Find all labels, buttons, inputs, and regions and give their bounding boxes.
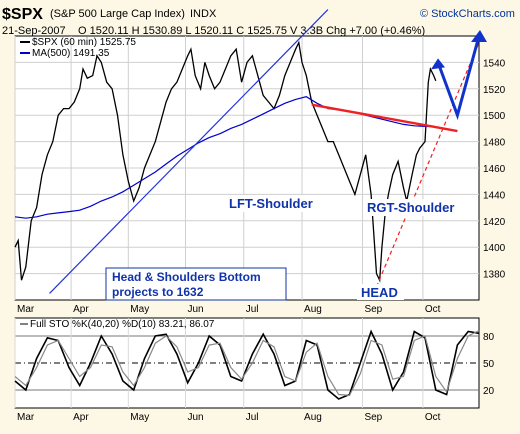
price-y-tick: 1540 — [483, 58, 506, 69]
projection-note-line1: Head & Shoulders Bottom — [112, 270, 261, 284]
sto-x-tick: Jul — [246, 412, 259, 423]
arrow-head-right — [471, 30, 487, 42]
sto-d-line — [14, 330, 480, 397]
brand-watermark: © StockCharts.com — [420, 8, 515, 20]
price-y-tick: 1380 — [483, 270, 506, 281]
projection-note-box — [105, 267, 287, 301]
projection-note-line2: projects to 1632 — [112, 285, 204, 299]
price-y-axis: 1380 1400 1420 1440 1460 1480 1500 1520 1540 — [483, 58, 506, 280]
arrow-head-left — [430, 58, 445, 70]
symbol: $SPX — [2, 6, 43, 23]
rgt-shoulder-box — [364, 199, 461, 216]
price-x-tick: Sep — [364, 304, 382, 315]
sto-x-tick: Sep — [364, 412, 382, 423]
price-y-tick: 1520 — [483, 85, 506, 96]
price-x-tick: May — [130, 304, 149, 315]
sto-k-line — [14, 329, 480, 400]
sto-y-tick: 50 — [483, 359, 495, 370]
lft-shoulder-box — [226, 195, 319, 212]
price-x-tick: Jun — [187, 304, 203, 315]
price-y-tick: 1460 — [483, 164, 506, 175]
ohlc-readout: O 1520.11 H 1530.89 L 1520.11 C 1525.75 … — [78, 25, 425, 37]
rgt-shoulder-label: RGT-Shoulder — [367, 200, 454, 215]
price-line — [14, 40, 437, 283]
price-x-tick: Aug — [304, 304, 322, 315]
price-x-tick: Mar — [17, 304, 35, 315]
legend-ma: MA(500) 1491.35 — [32, 48, 110, 59]
support-dashed-line — [375, 42, 480, 288]
price-x-tick: Apr — [73, 304, 89, 315]
sto-y-tick: 20 — [483, 386, 495, 397]
sto-series — [14, 329, 480, 400]
price-x-axis: Mar Apr May Jun Jul Aug Sep Oct — [17, 304, 441, 315]
sto-x-tick: Oct — [425, 412, 441, 423]
neckline — [311, 103, 458, 133]
sto-y-tick: 80 — [483, 332, 495, 343]
sto-x-tick: May — [130, 412, 149, 423]
price-y-tick: 1500 — [483, 111, 506, 122]
sto-legend: Full STO %K(40,20) %D(10) 83.21, 86.07 — [30, 319, 215, 330]
sto-x-tick: Mar — [17, 412, 35, 423]
projection-arrow — [436, 35, 481, 121]
price-y-tick: 1440 — [483, 190, 506, 201]
sto-x-tick: Apr — [73, 412, 89, 423]
sto-x-tick: Aug — [304, 412, 322, 423]
price-overlays — [49, 9, 487, 294]
legend-price: $SPX (60 min) 1525.75 — [32, 37, 136, 48]
price-x-tick: Jul — [246, 304, 259, 315]
uptrend-line — [49, 9, 329, 294]
price-y-tick: 1400 — [483, 243, 506, 254]
symbol-name: (S&P 500 Large Cap Index) — [50, 8, 185, 20]
head-box — [357, 284, 404, 300]
sto-grid — [14, 318, 479, 408]
price-x-tick: Oct — [425, 304, 441, 315]
date: 21-Sep-2007 — [2, 25, 66, 37]
sto-y-axis: 20 50 80 — [483, 332, 495, 397]
price-y-tick: 1480 — [483, 138, 506, 149]
sto-x-axis: Mar Apr May Jun Jul Aug Sep Oct — [17, 412, 441, 423]
lft-shoulder-label: LFT-Shoulder — [229, 196, 313, 211]
price-y-tick: 1420 — [483, 217, 506, 228]
head-label: HEAD — [361, 285, 398, 300]
sto-x-tick: Jun — [187, 412, 203, 423]
exchange: INDX — [190, 8, 217, 20]
